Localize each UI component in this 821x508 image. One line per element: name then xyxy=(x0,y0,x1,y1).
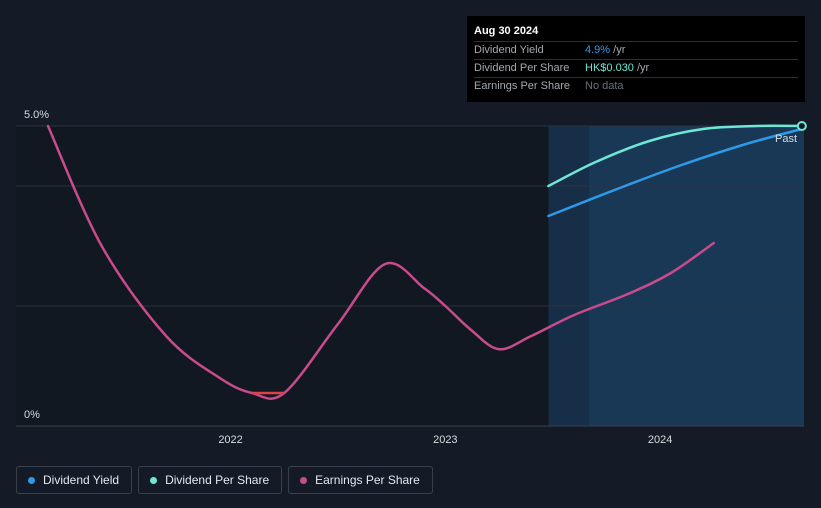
past-shade-region xyxy=(589,126,804,426)
tooltip-value: No data xyxy=(585,80,624,92)
dividend-per-share-end-marker xyxy=(796,121,807,131)
legend: Dividend Yield Dividend Per Share Earnin… xyxy=(16,466,433,494)
legend-earnings-per-share[interactable]: Earnings Per Share xyxy=(288,466,433,494)
dividend-per-share-line xyxy=(547,124,804,188)
tooltip-key: Dividend Per Share xyxy=(474,62,570,74)
series-layer xyxy=(46,124,804,400)
tooltip-key: Earnings Per Share xyxy=(474,80,570,92)
y-tick-label: 5.0% xyxy=(24,109,49,121)
legend-dividend-per-share[interactable]: Dividend Per Share xyxy=(138,466,283,494)
tooltip-value: 4.9% xyxy=(585,44,611,56)
legend-label: Dividend Per Share xyxy=(165,473,270,487)
x-tick-label: 2023 xyxy=(433,434,457,446)
x-tick-label: 2022 xyxy=(218,434,242,446)
legend-dot xyxy=(300,476,308,484)
earnings-per-share-line xyxy=(46,124,716,400)
tooltip-value: HK$0.030 xyxy=(585,62,634,74)
y-axis-labels: 5.0% 0% xyxy=(24,109,49,421)
x-axis-labels: 2022 2023 2024 xyxy=(218,434,672,446)
forecast-shade-region xyxy=(548,126,804,426)
legend-label: Earnings Per Share xyxy=(315,473,420,487)
dividend-yield-line xyxy=(547,127,804,218)
x-tick-label: 2024 xyxy=(648,434,672,446)
tooltip-unit: /yr xyxy=(610,44,626,56)
legend-label: Dividend Yield xyxy=(43,473,120,487)
tooltip-date: Aug 30 2024 xyxy=(474,25,539,37)
legend-dot xyxy=(150,476,158,484)
tooltip-key: Dividend Yield xyxy=(474,44,544,56)
tooltip-row-dividend-per-share: Dividend Per Share HK$0.030 /yr xyxy=(474,59,798,77)
tooltip: Aug 30 2024 Dividend Yield 4.9% /yr Divi… xyxy=(467,16,805,102)
tooltip-row-dividend-yield: Dividend Yield 4.9% /yr xyxy=(474,41,798,59)
history-background xyxy=(16,126,549,426)
tooltip-row-earnings-per-share: Earnings Per Share No data xyxy=(474,77,798,95)
past-label: Past xyxy=(775,133,797,145)
tooltip-unit: /yr xyxy=(633,62,650,74)
y-tick-label: 0% xyxy=(24,409,40,421)
legend-dividend-yield[interactable]: Dividend Yield xyxy=(16,466,133,494)
chart: 5.0% 0% 2022 2023 2024 Past xyxy=(16,109,807,446)
legend-dot xyxy=(28,476,35,484)
